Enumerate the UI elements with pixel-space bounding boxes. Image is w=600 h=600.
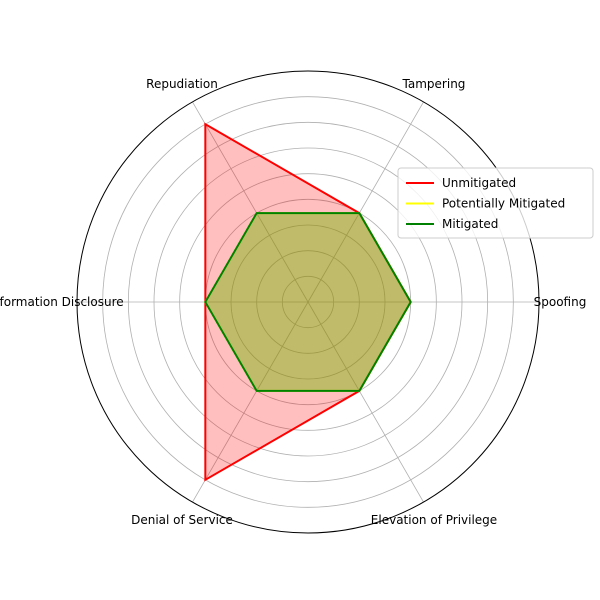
legend-label: Unmitigated [442, 176, 516, 190]
series-fill [205, 213, 411, 391]
grid [77, 96, 539, 508]
angular-gridline [192, 301, 309, 503]
legend-label: Mitigated [442, 217, 498, 231]
series-layer [204, 122, 412, 482]
category-label: Information Disclosure [0, 295, 124, 309]
category-label: Denial of Service [131, 513, 233, 527]
series-line [204, 212, 412, 392]
polar-frame [76, 70, 540, 534]
angular-gridline [307, 101, 424, 303]
angular-gridline [192, 101, 309, 303]
category-labels: Spoofing Tampering Repudiation Information … [0, 77, 586, 527]
series-fill [205, 213, 411, 391]
legend: Unmitigated Potentially Mitigated Mitigate… [397, 167, 594, 239]
angular-gridline [307, 301, 424, 503]
legend-label: Potentially Mitigated [442, 197, 565, 211]
category-label: Tampering [402, 77, 466, 91]
legend-frame [397, 167, 594, 239]
category-label: Repudiation [146, 77, 218, 91]
category-label: Spoofing [534, 295, 587, 309]
category-label: Elevation of Privilege [371, 513, 497, 527]
